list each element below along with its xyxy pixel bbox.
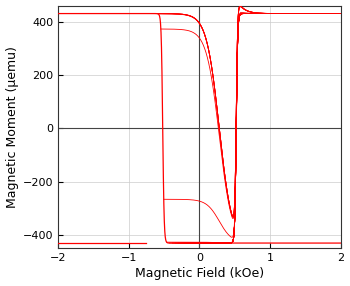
Y-axis label: Magnetic Moment (μemu): Magnetic Moment (μemu) <box>6 46 19 208</box>
X-axis label: Magnetic Field (kOe): Magnetic Field (kOe) <box>135 267 264 281</box>
